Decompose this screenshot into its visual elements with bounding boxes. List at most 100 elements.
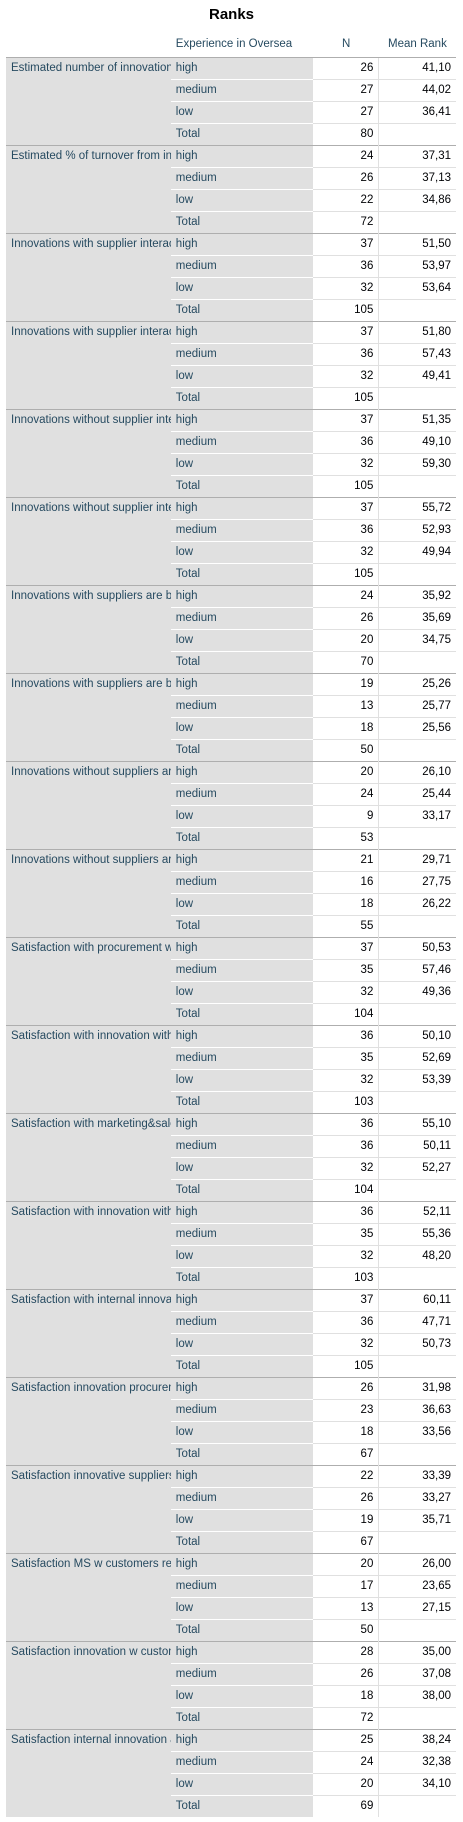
- mean-rank-value: [378, 651, 456, 674]
- table-row: medium 23 36,63: [6, 1399, 456, 1422]
- table-row: Total 53: [6, 827, 456, 850]
- group-label: medium: [170, 343, 314, 366]
- mean-rank-value: 49,10: [378, 431, 456, 454]
- variable-label: Estimated number of innovations develope…: [6, 57, 171, 146]
- n-value: 105: [313, 475, 379, 498]
- mean-rank-value: 51,80: [378, 321, 456, 344]
- group-label: low: [170, 1597, 314, 1620]
- mean-rank-value: 49,41: [378, 365, 456, 388]
- variable-label: Satisfaction with innovation with innova…: [6, 1025, 171, 1114]
- variable-label: Satisfaction internal innovation activit…: [6, 1729, 171, 1817]
- table-body: Estimated number of innovations develope…: [6, 57, 456, 1817]
- table-row: low 20 34,10: [6, 1773, 456, 1796]
- group-label: low: [170, 1069, 314, 1092]
- table-row: Satisfaction innovation w customers reco…: [6, 1641, 456, 1730]
- mean-rank-value: 34,10: [378, 1773, 456, 1796]
- mean-rank-value: 35,00: [378, 1641, 456, 1664]
- group-label: medium: [170, 695, 314, 718]
- n-value: 19: [313, 1509, 379, 1532]
- n-value: 36: [313, 1025, 379, 1048]
- header-mean-rank: Mean Rank: [378, 32, 456, 58]
- table-row: Satisfaction internal innovation activit…: [6, 1729, 456, 1817]
- n-value: 32: [313, 1333, 379, 1356]
- mean-rank-value: 26,00: [378, 1553, 456, 1576]
- group-label: low: [170, 1333, 314, 1356]
- n-value: 24: [313, 1751, 379, 1774]
- variable-label: Satisfaction with innovation with innova…: [6, 1201, 171, 1290]
- table-row: Total 80: [6, 123, 456, 146]
- mean-rank-value: [378, 915, 456, 938]
- n-value: 26: [313, 1663, 379, 1686]
- n-value: 26: [313, 167, 379, 190]
- table-row: medium 16 27,75: [6, 871, 456, 894]
- group-label: high: [170, 409, 314, 432]
- mean-rank-value: 25,44: [378, 783, 456, 806]
- table-row: Satisfaction innovative suppliers recode…: [6, 1465, 456, 1554]
- variable-label: Innovations with supplier interaction ar…: [6, 321, 171, 410]
- mean-rank-value: 37,31: [378, 145, 456, 168]
- n-value: 36: [313, 255, 379, 278]
- table-row: medium 36 50,11: [6, 1135, 456, 1158]
- table-row: Innovations with suppliers are beneficia…: [6, 673, 456, 762]
- mean-rank-value: [378, 1003, 456, 1026]
- group-label: high: [170, 57, 314, 80]
- mean-rank-value: 50,73: [378, 1333, 456, 1356]
- group-label: low: [170, 629, 314, 652]
- group-label: Total: [170, 1795, 314, 1817]
- group-label: Total: [170, 827, 314, 850]
- group-label: Total: [170, 475, 314, 498]
- table-row: low 18 26,22: [6, 893, 456, 916]
- n-value: 32: [313, 1069, 379, 1092]
- table-title: Ranks: [208, 6, 255, 23]
- n-value: 19: [313, 673, 379, 696]
- n-value: 26: [313, 607, 379, 630]
- mean-rank-value: 27,75: [378, 871, 456, 894]
- table-row: Total 105: [6, 475, 456, 498]
- mean-rank-value: [378, 1091, 456, 1114]
- header-n: N: [313, 32, 379, 58]
- group-label: medium: [170, 1135, 314, 1158]
- table-row: low 20 34,75: [6, 629, 456, 652]
- group-label: medium: [170, 255, 314, 278]
- mean-rank-value: 47,71: [378, 1311, 456, 1334]
- table-row: low 32 49,41: [6, 365, 456, 388]
- n-value: 24: [313, 145, 379, 168]
- n-value: 32: [313, 541, 379, 564]
- table-row: medium 26 37,13: [6, 167, 456, 190]
- mean-rank-value: 41,10: [378, 57, 456, 80]
- group-label: low: [170, 1421, 314, 1444]
- n-value: 104: [313, 1179, 379, 1202]
- group-label: medium: [170, 1663, 314, 1686]
- group-label: medium: [170, 1487, 314, 1510]
- table-row: Total 105: [6, 299, 456, 322]
- group-label: medium: [170, 1575, 314, 1598]
- mean-rank-value: [378, 1707, 456, 1730]
- mean-rank-value: 35,71: [378, 1509, 456, 1532]
- mean-rank-value: [378, 1267, 456, 1290]
- table-row: low 19 35,71: [6, 1509, 456, 1532]
- group-label: low: [170, 1157, 314, 1180]
- header-row: Experience in Oversea N Mean Rank: [6, 32, 456, 58]
- mean-rank-value: 33,17: [378, 805, 456, 828]
- table-row: Innovations without suppliers are benefi…: [6, 849, 456, 938]
- table-row: medium 26 37,08: [6, 1663, 456, 1686]
- mean-rank-value: [378, 1443, 456, 1466]
- table-row: medium 36 53,97: [6, 255, 456, 278]
- mean-rank-value: 49,94: [378, 541, 456, 564]
- group-label: high: [170, 673, 314, 696]
- variable-label: Innovations with suppliers are beneficia…: [6, 585, 171, 674]
- mean-rank-value: 55,72: [378, 497, 456, 520]
- mean-rank-value: 51,35: [378, 409, 456, 432]
- group-label: Total: [170, 1267, 314, 1290]
- table-row: Innovations without supplier interaction…: [6, 409, 456, 498]
- group-label: low: [170, 1773, 314, 1796]
- table-row: Total 72: [6, 211, 456, 234]
- group-label: medium: [170, 1399, 314, 1422]
- table-row: Satisfaction with marketing&sales with i…: [6, 1113, 456, 1202]
- n-value: 27: [313, 79, 379, 102]
- group-label: Total: [170, 651, 314, 674]
- variable-label: Satisfaction MS w customers recoded: [6, 1553, 171, 1642]
- mean-rank-value: 60,11: [378, 1289, 456, 1312]
- mean-rank-value: 38,00: [378, 1685, 456, 1708]
